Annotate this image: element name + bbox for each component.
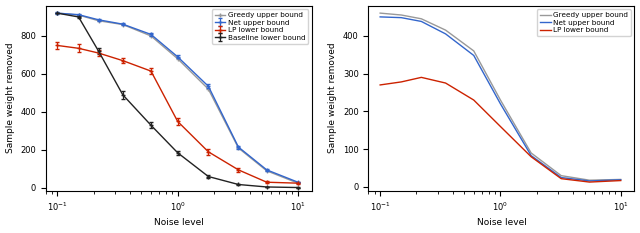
LP lower bound <box>557 177 565 180</box>
LP lower bound <box>376 84 384 86</box>
Greedy upper bound <box>527 152 535 154</box>
Greedy upper bound <box>470 50 477 52</box>
Y-axis label: Sample weight removed: Sample weight removed <box>328 43 337 154</box>
X-axis label: Noise level: Noise level <box>154 219 204 227</box>
Legend: Greedy upper bound, Net upper bound, LP lower bound, Baseline lower bound: Greedy upper bound, Net upper bound, LP … <box>212 9 308 44</box>
Net upper bound <box>470 54 477 57</box>
Line: Greedy upper bound: Greedy upper bound <box>380 13 621 180</box>
Greedy upper bound <box>235 147 243 149</box>
LP lower bound <box>586 181 593 183</box>
Greedy upper bound <box>263 169 271 172</box>
Greedy upper bound <box>497 99 504 101</box>
Greedy upper bound <box>205 88 212 91</box>
Greedy upper bound <box>442 29 449 31</box>
Net upper bound <box>527 154 535 157</box>
Line: Greedy upper bound: Greedy upper bound <box>55 11 300 186</box>
Greedy upper bound <box>147 34 155 37</box>
Legend: Greedy upper bound, Net upper bound, LP lower bound: Greedy upper bound, Net upper bound, LP … <box>537 9 631 36</box>
Net upper bound <box>442 33 449 35</box>
Greedy upper bound <box>54 12 61 14</box>
Greedy upper bound <box>557 174 565 177</box>
Greedy upper bound <box>95 19 102 22</box>
Net upper bound <box>397 16 405 19</box>
Greedy upper bound <box>617 178 625 181</box>
Greedy upper bound <box>294 182 302 185</box>
Y-axis label: Sample weight removed: Sample weight removed <box>6 43 15 154</box>
Greedy upper bound <box>119 23 127 26</box>
Net upper bound <box>586 180 593 182</box>
Net upper bound <box>417 20 425 23</box>
X-axis label: Noise level: Noise level <box>477 219 527 227</box>
Greedy upper bound <box>376 12 384 14</box>
LP lower bound <box>417 76 425 79</box>
Net upper bound <box>557 176 565 179</box>
Greedy upper bound <box>75 14 83 17</box>
Line: Net upper bound: Net upper bound <box>380 17 621 181</box>
Greedy upper bound <box>417 17 425 20</box>
Net upper bound <box>376 16 384 18</box>
LP lower bound <box>497 125 504 128</box>
LP lower bound <box>617 179 625 182</box>
Net upper bound <box>617 178 625 181</box>
Greedy upper bound <box>174 57 182 60</box>
Greedy upper bound <box>586 179 593 182</box>
Line: LP lower bound: LP lower bound <box>380 77 621 182</box>
LP lower bound <box>442 82 449 84</box>
Greedy upper bound <box>397 14 405 16</box>
LP lower bound <box>527 155 535 158</box>
Net upper bound <box>497 103 504 105</box>
LP lower bound <box>397 81 405 83</box>
LP lower bound <box>470 99 477 101</box>
